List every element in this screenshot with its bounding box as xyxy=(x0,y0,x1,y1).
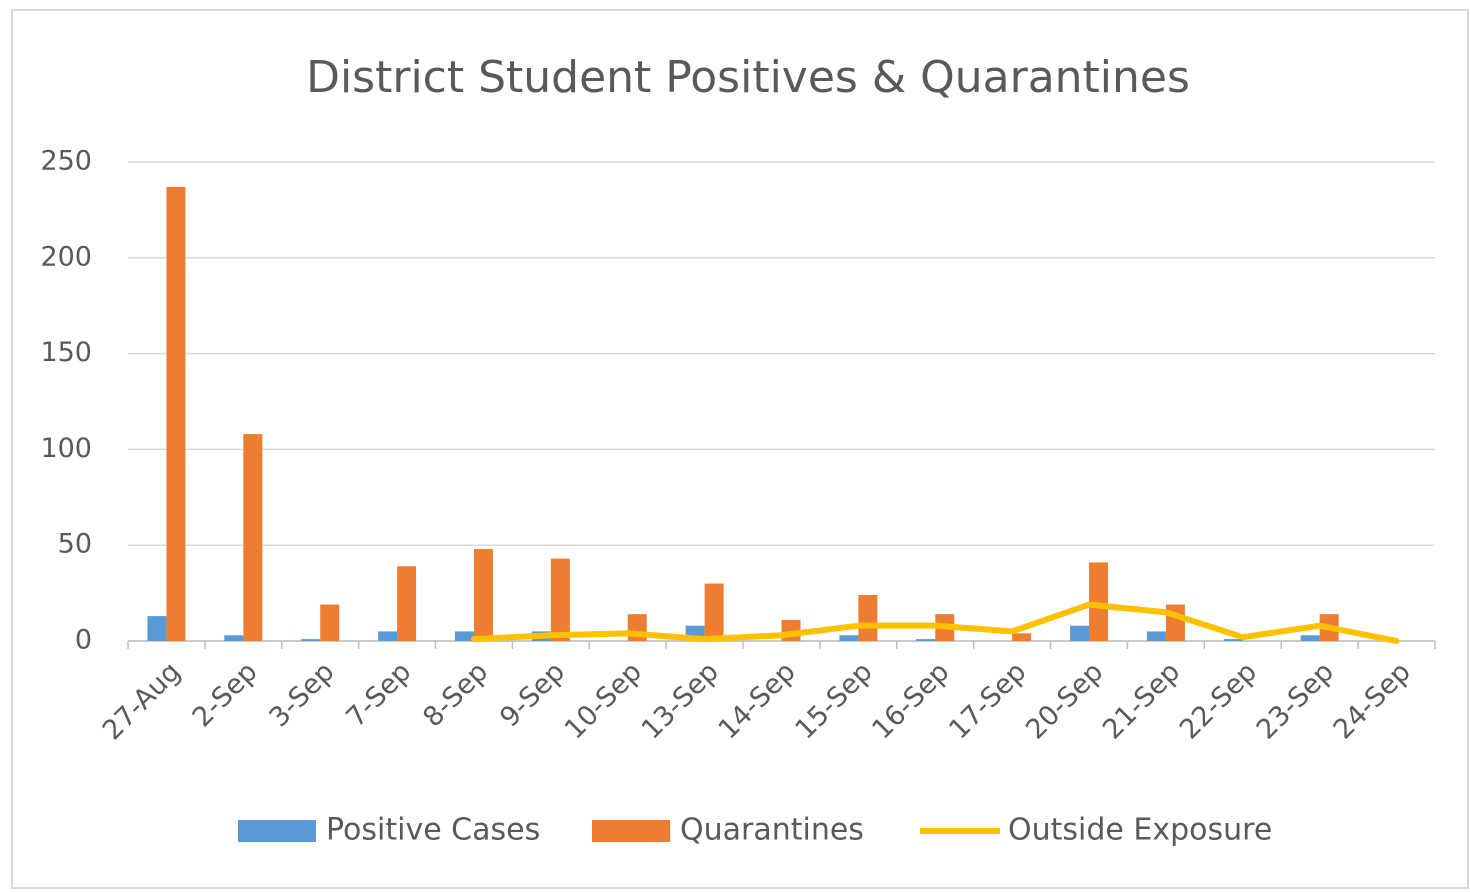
y-tick-label: 0 xyxy=(75,625,92,656)
legend-label: Outside Exposure xyxy=(1008,813,1272,848)
legend-label: Positive Cases xyxy=(326,813,540,848)
bar xyxy=(858,595,878,641)
line-series xyxy=(470,601,1400,644)
y-tick-label: 200 xyxy=(40,241,92,272)
chart-title: District Student Positives & Quarantines xyxy=(306,52,1190,103)
bar xyxy=(473,549,493,641)
bar xyxy=(243,434,263,641)
y-tick-label: 250 xyxy=(40,146,92,177)
bar xyxy=(1300,635,1320,641)
bar xyxy=(378,631,398,641)
legend-label: Quarantines xyxy=(680,813,864,848)
bar xyxy=(550,558,570,641)
bar xyxy=(320,604,340,641)
bar xyxy=(1146,631,1166,641)
bar xyxy=(1012,633,1032,641)
bar xyxy=(166,186,186,641)
bar xyxy=(1223,639,1243,641)
y-tick-label: 150 xyxy=(40,337,92,368)
bar xyxy=(454,631,474,641)
legend-swatch xyxy=(238,820,316,842)
bar xyxy=(301,639,321,641)
y-tick-label: 100 xyxy=(40,433,92,464)
y-tick-label: 50 xyxy=(58,529,92,560)
legend-swatch xyxy=(592,820,670,842)
bar xyxy=(147,616,167,641)
bar xyxy=(397,566,417,641)
bar xyxy=(1089,562,1109,641)
bar xyxy=(224,635,244,641)
bar xyxy=(916,639,936,641)
bar xyxy=(839,635,859,641)
bar xyxy=(704,583,724,641)
bar xyxy=(1070,625,1090,641)
